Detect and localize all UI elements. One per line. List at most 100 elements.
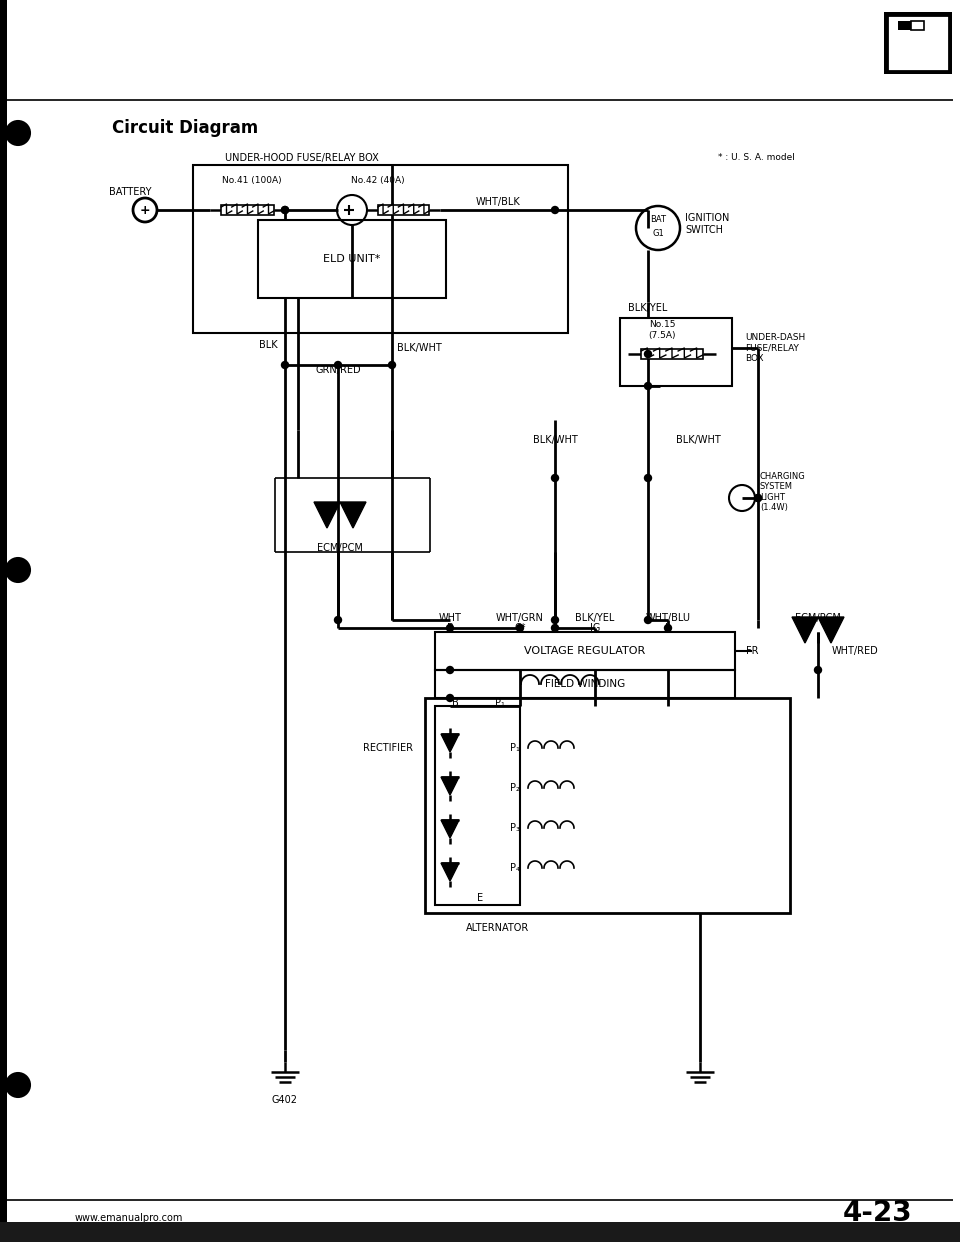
Circle shape xyxy=(644,350,652,358)
Text: C*: C* xyxy=(515,623,526,633)
Circle shape xyxy=(6,1073,30,1097)
Text: BLK/YEL: BLK/YEL xyxy=(575,614,614,623)
Text: WHT/GRN: WHT/GRN xyxy=(496,614,544,623)
Bar xyxy=(258,220,446,298)
Circle shape xyxy=(551,625,559,631)
Text: G1: G1 xyxy=(652,230,664,238)
Circle shape xyxy=(334,361,342,369)
Bar xyxy=(884,12,952,75)
Text: P₁: P₁ xyxy=(495,698,505,708)
Polygon shape xyxy=(818,617,844,643)
Text: CHARGING
SYSTEM
LIGHT
(1.4W): CHARGING SYSTEM LIGHT (1.4W) xyxy=(760,472,805,512)
Text: WHT/BLK: WHT/BLK xyxy=(475,197,520,207)
Bar xyxy=(0,1222,960,1242)
Bar xyxy=(425,698,790,913)
Text: P₄: P₄ xyxy=(510,863,520,873)
Polygon shape xyxy=(340,502,366,528)
Circle shape xyxy=(281,206,289,214)
Circle shape xyxy=(755,494,761,502)
Circle shape xyxy=(281,361,289,369)
Text: www.emanualpro.com: www.emanualpro.com xyxy=(75,1213,183,1223)
Circle shape xyxy=(644,616,652,623)
Text: No.41 (100A): No.41 (100A) xyxy=(222,175,282,185)
Text: WHT: WHT xyxy=(439,614,462,623)
Bar xyxy=(435,705,520,905)
Text: BLK/WHT: BLK/WHT xyxy=(533,435,577,445)
Text: ELD UNIT*: ELD UNIT* xyxy=(324,255,381,265)
Text: GRN/RED: GRN/RED xyxy=(315,365,361,375)
Circle shape xyxy=(516,625,523,631)
Circle shape xyxy=(446,667,453,673)
Text: BLK/WHT: BLK/WHT xyxy=(676,435,720,445)
Text: RECTIFIER: RECTIFIER xyxy=(363,743,413,753)
Polygon shape xyxy=(441,863,459,881)
Text: B: B xyxy=(451,698,458,708)
Circle shape xyxy=(644,474,652,482)
Text: BAT: BAT xyxy=(650,216,666,225)
Text: UNDER-DASH
FUSE/RELAY
BOX: UNDER-DASH FUSE/RELAY BOX xyxy=(745,333,805,363)
Circle shape xyxy=(389,361,396,369)
Text: −: − xyxy=(900,21,908,31)
Text: ECM/PCM: ECM/PCM xyxy=(317,543,363,553)
Text: FR: FR xyxy=(746,646,758,656)
Text: No.15
(7.5A): No.15 (7.5A) xyxy=(648,320,676,340)
Text: P₃: P₃ xyxy=(510,823,520,833)
Text: No.42 (40A): No.42 (40A) xyxy=(351,175,405,185)
Text: UNDER-HOOD FUSE/RELAY BOX: UNDER-HOOD FUSE/RELAY BOX xyxy=(226,153,379,163)
Text: +: + xyxy=(140,204,151,216)
Circle shape xyxy=(755,494,761,502)
Circle shape xyxy=(551,616,559,623)
Text: L: L xyxy=(665,623,671,633)
Text: +: + xyxy=(914,21,922,31)
Text: 4-23: 4-23 xyxy=(843,1199,913,1227)
Circle shape xyxy=(664,625,671,631)
Bar xyxy=(193,165,568,333)
Text: WHT/BLU: WHT/BLU xyxy=(645,614,690,623)
Polygon shape xyxy=(314,502,340,528)
Text: P₁: P₁ xyxy=(510,743,520,753)
Circle shape xyxy=(6,558,30,582)
Text: FIELD WINDING: FIELD WINDING xyxy=(545,679,625,689)
Bar xyxy=(378,205,429,215)
Text: G402: G402 xyxy=(272,1095,298,1105)
Circle shape xyxy=(281,206,289,214)
Bar xyxy=(898,21,911,30)
Text: * : U. S. A. model: * : U. S. A. model xyxy=(718,154,795,163)
Text: BLK/WHT: BLK/WHT xyxy=(397,343,442,353)
Bar xyxy=(911,21,924,30)
Bar xyxy=(620,318,732,386)
Polygon shape xyxy=(441,820,459,838)
Text: BLK/YEL: BLK/YEL xyxy=(628,303,668,313)
Bar xyxy=(221,205,274,215)
Polygon shape xyxy=(792,617,818,643)
Text: E: E xyxy=(477,893,483,903)
Text: carmanualsonline.info: carmanualsonline.info xyxy=(625,1226,756,1238)
Circle shape xyxy=(334,616,342,623)
Circle shape xyxy=(551,206,559,214)
Bar xyxy=(641,349,703,359)
Text: IGNITION
SWITCH: IGNITION SWITCH xyxy=(685,214,730,235)
Bar xyxy=(435,669,735,698)
Text: VOLTAGE REGULATOR: VOLTAGE REGULATOR xyxy=(524,646,646,656)
Polygon shape xyxy=(441,734,459,751)
Circle shape xyxy=(6,120,30,145)
Text: ALTERNATOR: ALTERNATOR xyxy=(467,923,530,933)
Bar xyxy=(0,0,7,1242)
Text: B: B xyxy=(446,623,453,633)
Circle shape xyxy=(446,625,453,631)
Text: WHT/RED: WHT/RED xyxy=(832,646,878,656)
Polygon shape xyxy=(441,777,459,795)
Text: IG: IG xyxy=(589,623,600,633)
Text: P₂: P₂ xyxy=(510,782,520,792)
Text: BLK: BLK xyxy=(259,340,278,350)
Circle shape xyxy=(551,474,559,482)
Text: BATTERY: BATTERY xyxy=(108,188,152,197)
Bar xyxy=(887,15,949,71)
Bar xyxy=(435,632,735,669)
Text: ENGINE: ENGINE xyxy=(898,52,939,62)
Text: Circuit Diagram: Circuit Diagram xyxy=(112,119,258,137)
Circle shape xyxy=(644,383,652,390)
Text: ECM/PCM: ECM/PCM xyxy=(795,614,841,623)
Circle shape xyxy=(814,667,822,673)
Circle shape xyxy=(446,694,453,702)
